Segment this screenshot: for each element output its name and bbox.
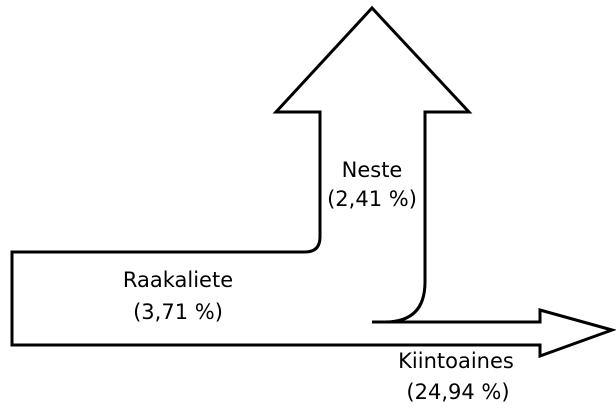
- flow-value: (3,71 %): [133, 300, 223, 324]
- flow-label: Neste: [342, 158, 403, 182]
- flow-label: Kiintoaines: [398, 349, 514, 373]
- flow-value: (24,94 %): [406, 380, 509, 404]
- flow-label: Raakaliete: [123, 268, 233, 292]
- flow-value: (2,41 %): [327, 187, 417, 211]
- flow-arrows: [10, 5, 616, 359]
